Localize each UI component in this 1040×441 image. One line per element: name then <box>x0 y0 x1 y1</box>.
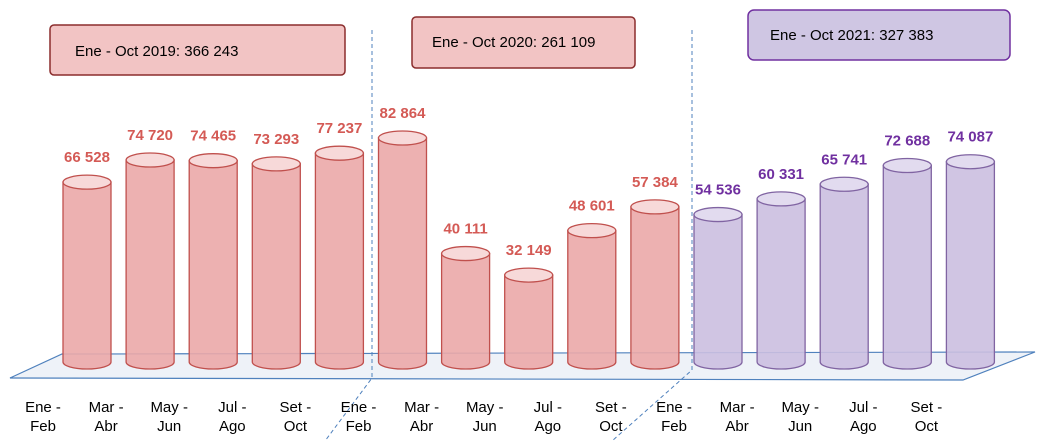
value-label: 40 111 <box>443 221 487 238</box>
bar-top <box>819 176 869 192</box>
x-tick-label: May - Jun <box>465 399 504 435</box>
annotation-box <box>49 24 346 76</box>
separator <box>324 30 373 441</box>
bar-top <box>945 154 996 170</box>
x-tick-label: Jul - Ago <box>533 399 562 435</box>
annotation-box <box>411 16 636 69</box>
bar-top <box>504 267 554 283</box>
x-tick-label: Set - Oct <box>910 399 943 435</box>
bar <box>882 164 932 370</box>
bar-top <box>314 145 365 161</box>
value-label: 74 465 <box>190 128 236 145</box>
value-label: 60 331 <box>758 166 804 183</box>
value-label: 74 720 <box>127 127 173 144</box>
x-tick-label: Mar - Abr <box>719 399 755 435</box>
annotation: Ene - Oct 2019: 366 243 <box>75 43 238 60</box>
bar <box>125 159 175 370</box>
bar <box>504 274 554 370</box>
bar-top <box>882 157 932 174</box>
value-label: 77 237 <box>316 120 362 137</box>
x-tick-label: May - Jun <box>150 399 188 435</box>
annotation: Ene - Oct 2020: 261 109 <box>432 34 595 51</box>
value-label: 73 293 <box>253 131 299 148</box>
x-tick-label: Jul - Ago <box>849 399 878 435</box>
bar <box>630 206 680 370</box>
bar <box>251 163 301 370</box>
value-label: 54 536 <box>695 182 741 199</box>
bar-top <box>440 245 491 262</box>
value-label: 72 688 <box>884 133 930 150</box>
x-tick-label: May - Jun <box>781 399 819 435</box>
bar <box>945 161 996 370</box>
value-label: 66 528 <box>64 149 110 166</box>
bar-top <box>630 199 680 215</box>
bar <box>62 181 112 370</box>
bar-top <box>125 152 175 168</box>
bar <box>693 213 743 370</box>
annotation-box <box>747 9 1011 61</box>
x-tick-label: Ene - Feb <box>340 399 377 435</box>
bar <box>377 137 428 370</box>
x-tick-label: Set - Oct <box>595 399 627 435</box>
bar-top <box>756 191 806 207</box>
annotation: Ene - Oct 2021: 327 383 <box>770 27 933 44</box>
bar-top <box>377 130 428 146</box>
value-label: 82 864 <box>380 105 427 122</box>
value-label: 32 149 <box>506 242 552 259</box>
x-tick-label: Jul - Ago <box>218 399 247 435</box>
x-tick-label: Ene - Feb <box>25 399 61 435</box>
x-tick-label: Ene - Feb <box>656 399 692 435</box>
bar-top <box>693 206 743 223</box>
value-label: 74 087 <box>947 129 993 146</box>
bar <box>756 198 806 370</box>
separator <box>611 30 693 441</box>
x-tick-label: Mar - Abr <box>88 399 124 435</box>
value-label: 48 601 <box>569 198 615 215</box>
bar <box>567 229 617 370</box>
value-label: 65 741 <box>821 151 867 168</box>
bar-top <box>188 153 238 169</box>
bar-top <box>567 222 617 239</box>
bar <box>819 183 869 370</box>
bar-top <box>251 156 301 172</box>
x-tick-label: Mar - Abr <box>404 399 440 435</box>
bar <box>440 252 491 370</box>
x-tick-label: Set - Oct <box>279 399 312 435</box>
bar <box>188 160 238 370</box>
bar <box>314 152 365 370</box>
bar-top <box>62 174 112 190</box>
value-label: 57 384 <box>632 174 679 191</box>
